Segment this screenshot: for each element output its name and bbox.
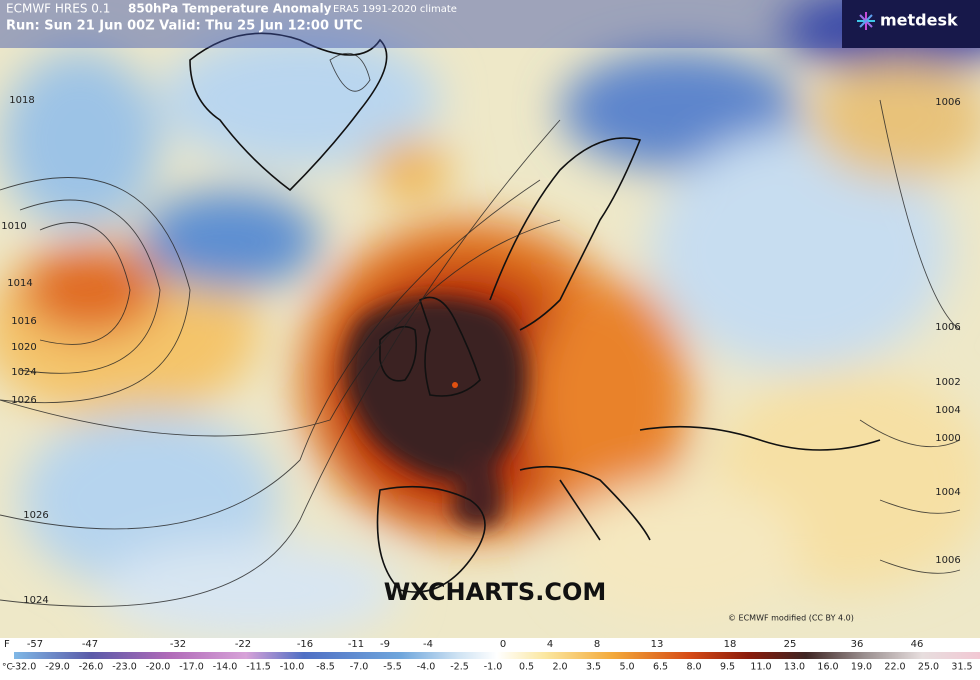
f-label: 46 xyxy=(911,639,924,650)
isobar-label: 1006 xyxy=(935,555,960,566)
f-label: -57 xyxy=(27,639,43,650)
isobar-label: 1026 xyxy=(23,510,48,521)
colorbar xyxy=(14,652,980,659)
isobar-label: 1016 xyxy=(11,316,36,327)
f-label: -47 xyxy=(82,639,98,650)
f-label: -22 xyxy=(235,639,251,650)
c-label: 22.0 xyxy=(884,662,905,673)
coastlines xyxy=(189,32,881,593)
isobar-label: 1000 xyxy=(935,433,960,444)
c-label: 13.0 xyxy=(784,662,805,673)
c-label: -11.5 xyxy=(246,662,271,673)
f-label: 36 xyxy=(851,639,864,650)
isobar-label: 1006 xyxy=(935,322,960,333)
c-label: -7.0 xyxy=(350,662,369,673)
f-unit: F xyxy=(4,639,10,650)
isobar-label: 1010 xyxy=(1,221,26,232)
f-label: 13 xyxy=(651,639,664,650)
c-unit: °C xyxy=(2,663,13,673)
c-label: 3.5 xyxy=(586,662,601,673)
c-label: 31.5 xyxy=(951,662,972,673)
c-label: 5.0 xyxy=(619,662,634,673)
isobar-label: 1002 xyxy=(935,377,960,388)
logo-icon xyxy=(857,12,875,30)
c-label: 9.5 xyxy=(720,662,735,673)
isobar-label: 1020 xyxy=(11,342,36,353)
f-label: 8 xyxy=(594,639,600,650)
isobar-label: 1014 xyxy=(7,278,32,289)
model-label: ECMWF HRES 0.1 xyxy=(6,2,110,16)
isobar-label: 1026 xyxy=(11,395,36,406)
c-label: -20.0 xyxy=(146,662,171,673)
f-label: 25 xyxy=(784,639,797,650)
c-label: -32.0 xyxy=(12,662,37,673)
c-label: 19.0 xyxy=(851,662,872,673)
anomaly-field xyxy=(0,0,980,640)
f-label: 0 xyxy=(500,639,506,650)
c-label: -5.5 xyxy=(383,662,402,673)
climate-label: ERA5 1991-2020 climate xyxy=(333,4,457,15)
c-label: 8.0 xyxy=(686,662,701,673)
isobar-lines xyxy=(0,52,961,607)
isobar-label: 1004 xyxy=(935,487,960,498)
c-label: 0.5 xyxy=(519,662,534,673)
isobar-label: 1024 xyxy=(23,595,48,606)
title: 850hPa Temperature Anomaly xyxy=(128,2,332,16)
f-label: -4 xyxy=(423,639,433,650)
c-label: 6.5 xyxy=(653,662,668,673)
c-label: -17.0 xyxy=(179,662,204,673)
header-band xyxy=(0,0,842,48)
c-label: -10.0 xyxy=(280,662,305,673)
marker xyxy=(452,382,458,388)
c-label: -1.0 xyxy=(484,662,503,673)
c-label: 16.0 xyxy=(817,662,838,673)
isobar-label: 1004 xyxy=(935,405,960,416)
f-label: 18 xyxy=(724,639,737,650)
logo-text: metdesk xyxy=(880,11,958,30)
f-label: -16 xyxy=(297,639,313,650)
f-label: 4 xyxy=(547,639,553,650)
isobar-label: 1024 xyxy=(11,367,36,378)
c-label: 2.0 xyxy=(552,662,567,673)
run-label: Run: Sun 21 Jun 00Z Valid: Thu 25 Jun 12… xyxy=(6,19,363,34)
f-label: -32 xyxy=(170,639,186,650)
f-label: -9 xyxy=(380,639,390,650)
c-label: 25.0 xyxy=(918,662,939,673)
c-label: -2.5 xyxy=(450,662,469,673)
credit: © ECMWF modified (CC BY 4.0) xyxy=(728,614,854,623)
c-label: -8.5 xyxy=(316,662,335,673)
c-label: -29.0 xyxy=(45,662,70,673)
isobar-label: 1006 xyxy=(935,97,960,108)
c-label: -26.0 xyxy=(79,662,104,673)
f-label: -11 xyxy=(348,639,364,650)
c-label: -14.0 xyxy=(213,662,238,673)
c-label: -23.0 xyxy=(112,662,137,673)
c-label: 11.0 xyxy=(750,662,771,673)
watermark: WXCHARTS.COM xyxy=(384,578,606,606)
c-label: -4.0 xyxy=(417,662,436,673)
isobar-label: 1018 xyxy=(9,95,34,106)
